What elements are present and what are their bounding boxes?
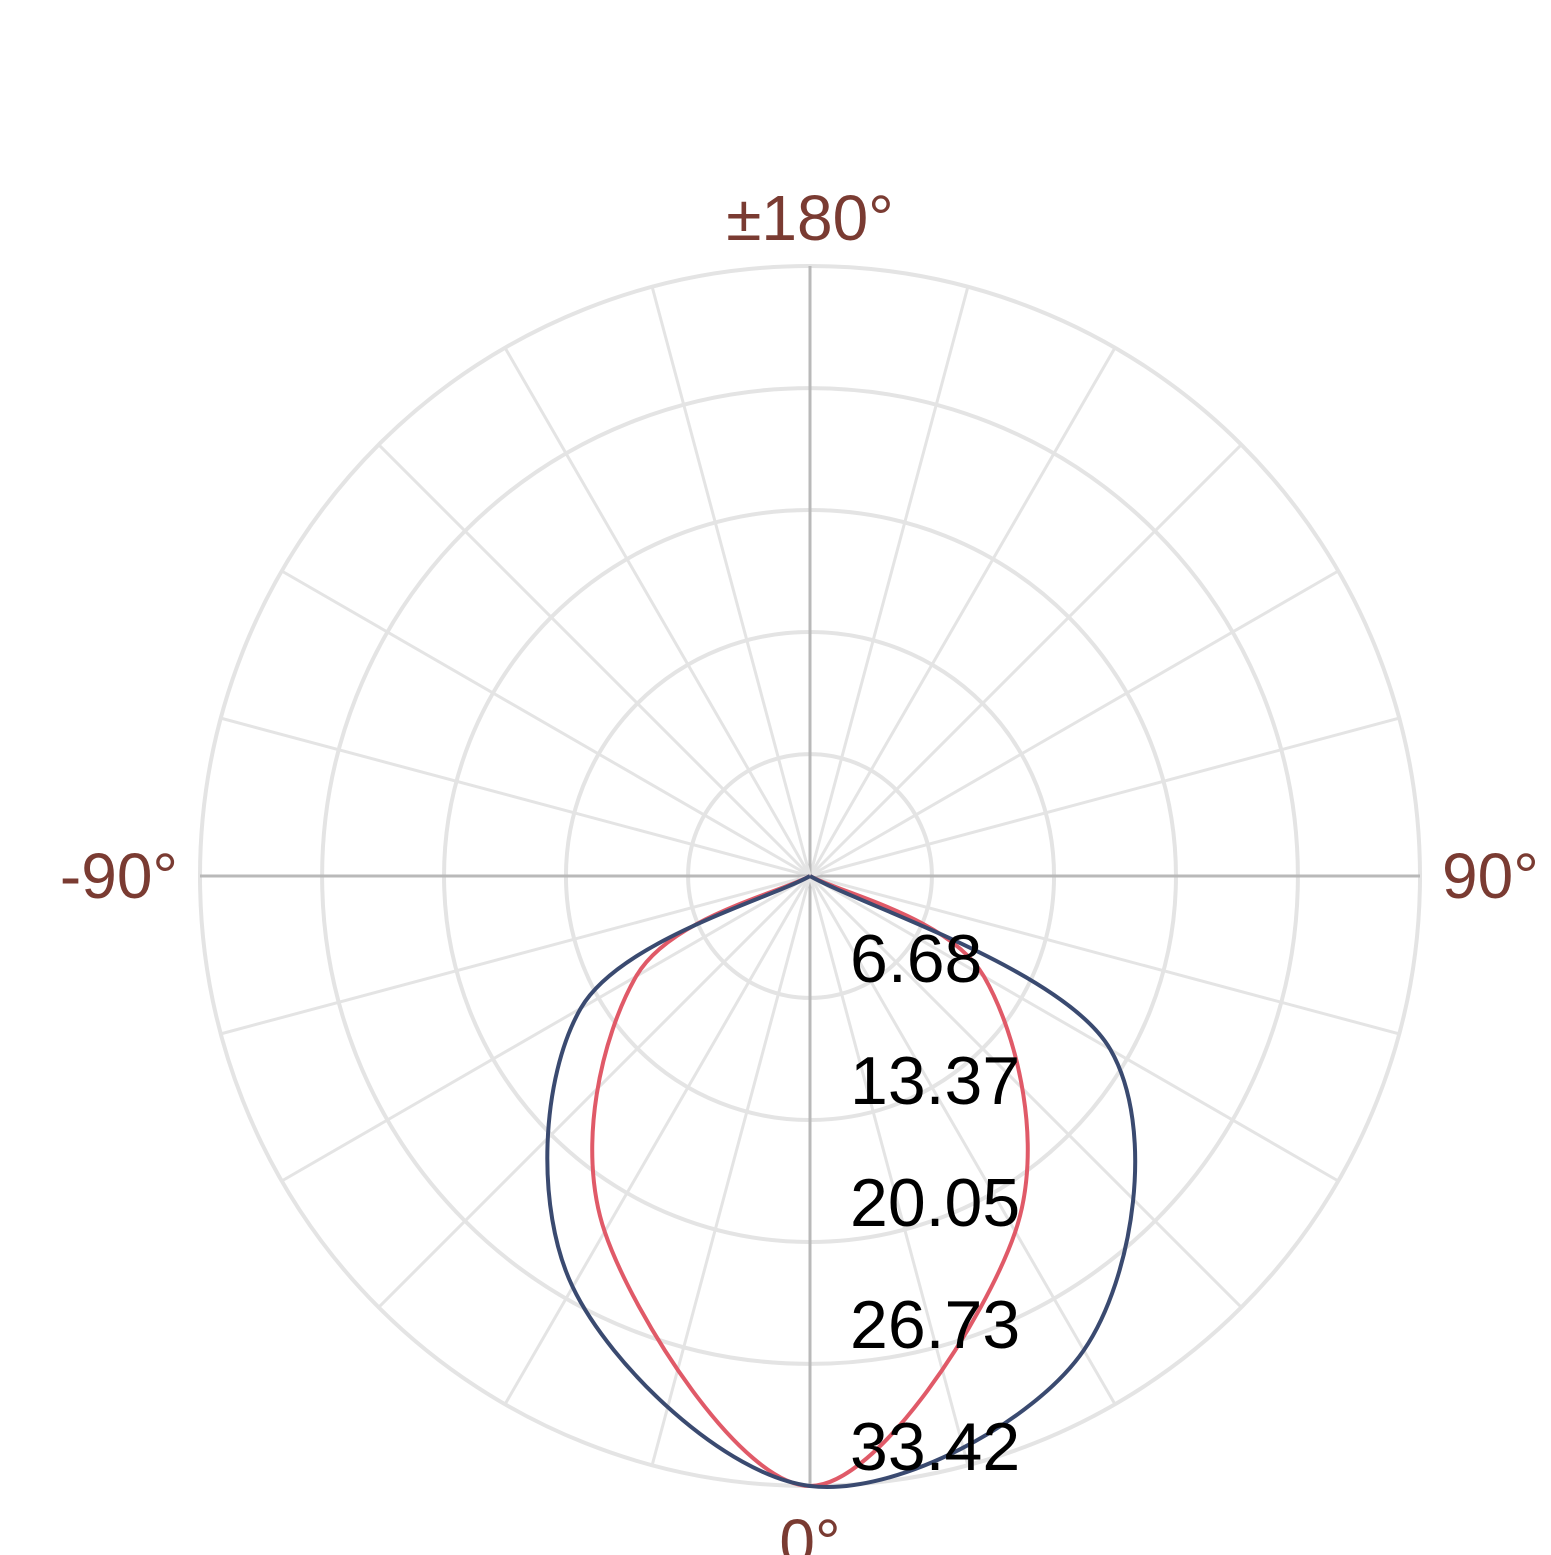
grid-spoke xyxy=(503,875,812,1406)
grid-spoke xyxy=(809,874,1400,1036)
grid-spoke xyxy=(808,286,970,877)
radial-tick-label: 33.42 xyxy=(850,1409,1020,1485)
label-layer: 6.68 13.37 20.05 26.73 33.42 ±180° 90° -90° 0° xyxy=(60,182,1539,1555)
grid-spoke xyxy=(808,346,1117,877)
grid-spoke xyxy=(808,874,1243,1309)
grid-spoke xyxy=(220,716,811,878)
polar-grid xyxy=(198,264,1422,1488)
radial-tick-label: 20.05 xyxy=(850,1165,1020,1241)
grid-spoke xyxy=(809,716,1400,878)
series-2-line xyxy=(545,874,1138,1489)
radial-tick-label: 13.37 xyxy=(850,1043,1020,1119)
grid-spoke xyxy=(809,569,1340,878)
angle-label: 0° xyxy=(779,1506,840,1555)
angle-label: -90° xyxy=(60,840,178,912)
grid-spoke xyxy=(220,874,811,1036)
angle-label: ±180° xyxy=(726,182,894,254)
radial-tick-label: 26.73 xyxy=(850,1287,1020,1363)
grid-spoke xyxy=(377,874,812,1309)
grid-spoke xyxy=(808,875,970,1466)
grid-spoke xyxy=(808,443,1243,878)
grid-spoke xyxy=(280,874,811,1183)
radial-tick-label: 6.68 xyxy=(850,921,982,997)
grid-spoke xyxy=(503,346,812,877)
data-series-layer xyxy=(545,874,1138,1489)
grid-spoke xyxy=(377,443,812,878)
grid-spoke xyxy=(650,286,812,877)
grid-spoke xyxy=(280,569,811,878)
grid-spoke xyxy=(809,874,1340,1183)
grid-spoke xyxy=(808,875,1117,1406)
angle-label: 90° xyxy=(1442,840,1539,912)
grid-spoke xyxy=(650,875,812,1466)
